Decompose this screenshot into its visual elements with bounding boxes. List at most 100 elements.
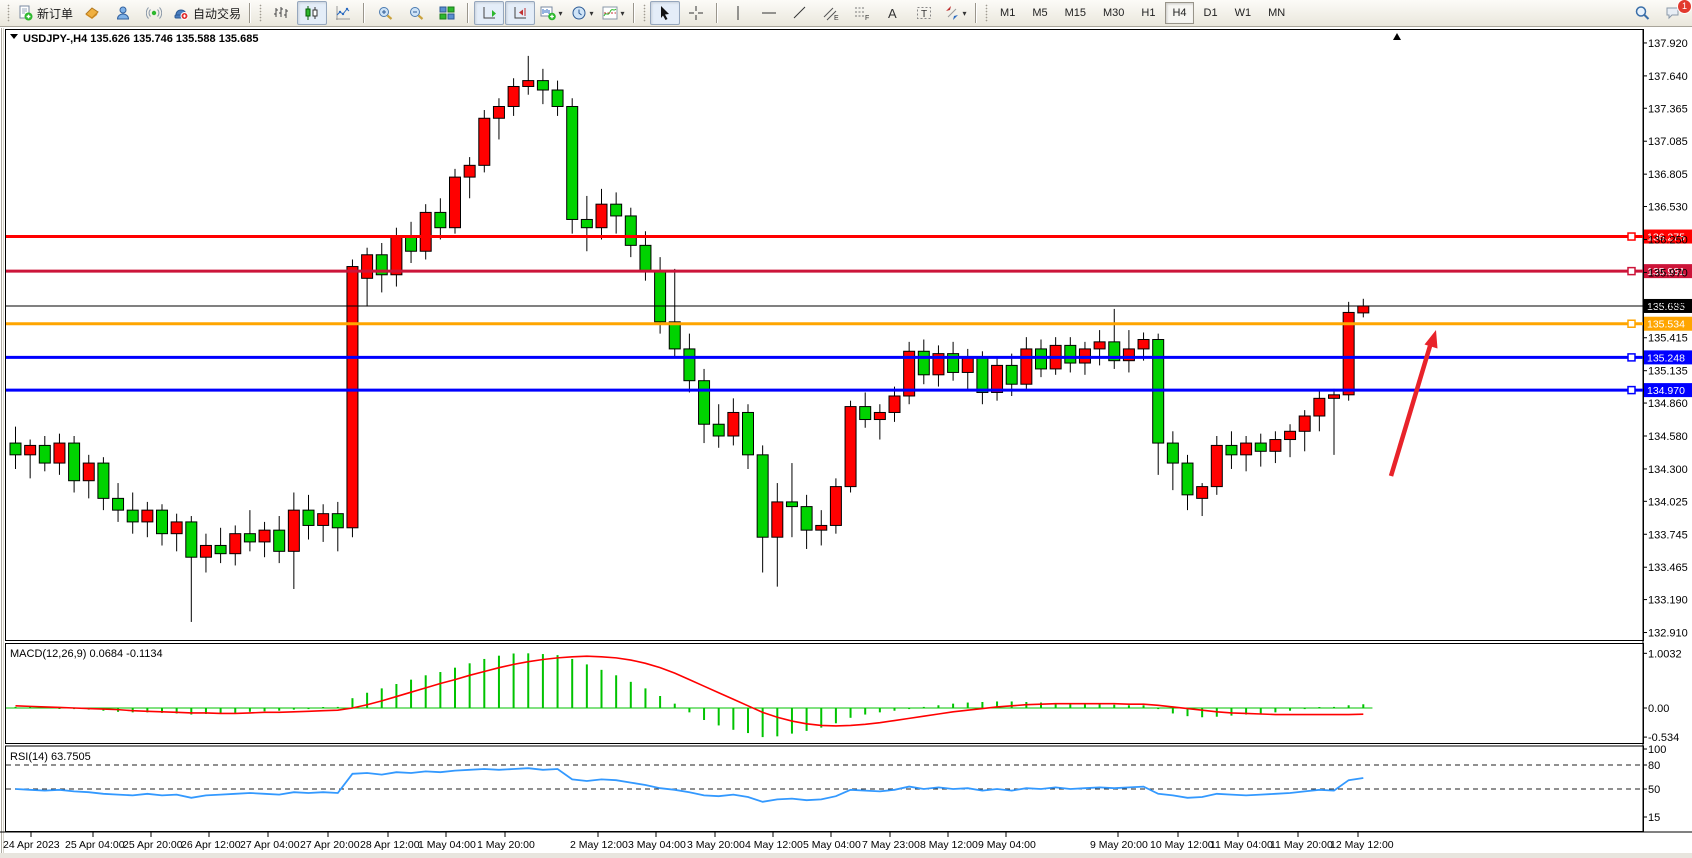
arrows-tool-button[interactable]: ▾ [940, 1, 970, 25]
toolbar-separator [975, 3, 978, 23]
textT-icon: T [916, 5, 932, 21]
timeframe-button-d1[interactable]: D1 [1203, 7, 1218, 19]
symbol-dropdown-icon[interactable] [10, 34, 18, 39]
trend-arrow-head[interactable] [1424, 330, 1438, 349]
profile-button[interactable] [108, 1, 138, 25]
dropdown-caret-icon[interactable]: ▾ [558, 8, 563, 18]
fibo-tool-button[interactable]: F [847, 1, 877, 25]
resistance-line-1-handle[interactable] [1627, 232, 1636, 241]
chart-plus-icon [540, 5, 556, 21]
new-order-button-label: 新订单 [37, 6, 74, 21]
time-axis-label: 25 Apr 20:00 [123, 839, 183, 851]
zoom-out-button[interactable] [401, 1, 431, 25]
search-button[interactable] [1627, 1, 1657, 25]
main-toolbar: 新订单 自动交易 ▾ ▾ ▾ E F A T ▾ M1 M5 M15 M30 H1 H4 D1 W1 MN 1 [0, 0, 1692, 27]
price-tick-label: 137.640 [1648, 71, 1688, 83]
orange-level-line-handle[interactable] [1627, 319, 1636, 328]
price-tick-label: 135.415 [1648, 333, 1688, 345]
chart-shift-button[interactable] [505, 1, 536, 25]
price-tick-label: 135.695 [1648, 300, 1688, 312]
dropdown-caret-icon[interactable]: ▾ [620, 8, 625, 18]
timeframe-button-h1[interactable]: H1 [1141, 7, 1156, 19]
signals-button[interactable] [139, 1, 169, 25]
time-axis-label: 26 Apr 12:00 [181, 839, 241, 851]
periods-button[interactable]: ▾ [567, 1, 597, 25]
timeframe-button-mn[interactable]: MN [1268, 7, 1286, 19]
toolbar-grip-handle[interactable] [985, 4, 989, 22]
svg-text:E: E [834, 15, 839, 21]
zoom-out-icon [408, 5, 424, 21]
price-tick-label: 135.135 [1648, 366, 1688, 378]
timeframe-button-m15[interactable]: M15 [1064, 7, 1086, 19]
search-icon [1634, 5, 1650, 21]
time-axis-label: 12 May 12:00 [1330, 839, 1394, 851]
toolbar-grip-handle[interactable] [259, 4, 263, 22]
line-chart-button[interactable] [328, 1, 358, 25]
price-tick-label: 134.580 [1648, 431, 1688, 443]
bar-chart-button[interactable] [266, 1, 296, 25]
timeframe-button-w1[interactable]: W1 [1234, 7, 1252, 19]
timeframe-button-h4[interactable]: H4 [1165, 2, 1194, 24]
chart-shift-marker-icon[interactable] [1393, 33, 1401, 40]
tile-windows-button[interactable] [432, 1, 462, 25]
time-axis-label: 27 Apr 04:00 [240, 839, 300, 851]
price-tick-label: 137.365 [1648, 103, 1688, 115]
price-tick-label: 136.250 [1648, 234, 1688, 246]
vline-button[interactable] [723, 1, 753, 25]
arrow-annotation[interactable] [1388, 330, 1438, 477]
time-axis-label: 5 May 04:00 [803, 839, 861, 851]
price-tick-label: 134.300 [1648, 464, 1688, 476]
rsi-tick-label: 100 [1648, 744, 1666, 756]
new-order-button[interactable]: 新订单 [14, 1, 76, 25]
dropdown-caret-icon[interactable]: ▾ [589, 8, 594, 18]
svg-text:135.685: 135.685 [1647, 301, 1685, 313]
autotrading-button[interactable]: 自动交易 [170, 1, 244, 25]
svg-text:135.981: 135.981 [1647, 266, 1685, 278]
linechart-icon [335, 5, 351, 21]
horizontal-line-objects[interactable]: 136.275 135.981 135.685 135.534 135.248 134.9… [6, 229, 1692, 398]
toolbar-grip-handle[interactable] [643, 4, 647, 22]
time-axis-label: 11 May 04:00 [1210, 839, 1273, 851]
autotrading-button-label: 自动交易 [193, 6, 242, 21]
notification-badge: 1 [1677, 0, 1692, 14]
time-axis-label: 2 May 12:00 [570, 839, 628, 851]
indicators-button[interactable]: ▾ [598, 1, 628, 25]
chart-frame [0, 28, 1692, 858]
vline-icon [730, 5, 746, 21]
price-tick-label: 133.465 [1648, 562, 1688, 574]
notifications-button[interactable]: 1 [1658, 0, 1692, 25]
time-axis-label: 4 May 12:00 [745, 839, 803, 851]
orange-level-line-price-badge [1644, 316, 1692, 331]
hline-button[interactable] [754, 1, 784, 25]
indicators-icon [602, 5, 618, 21]
time-axis-label: 27 Apr 20:00 [300, 839, 360, 851]
cursor-button[interactable] [650, 1, 681, 25]
support-line-1-handle[interactable] [1627, 353, 1636, 362]
candle-chart-button[interactable] [297, 1, 328, 25]
support-line-2-handle[interactable] [1627, 385, 1636, 395]
svg-text:F: F [865, 15, 869, 21]
dropdown-caret-icon[interactable]: ▾ [962, 8, 967, 18]
hline-icon [761, 5, 777, 21]
trend-arrow-line[interactable] [1388, 345, 1433, 477]
tickets-button[interactable] [77, 1, 107, 25]
chart-window[interactable]: 136.275 135.981 135.685 135.534 135.248 134.9… [0, 27, 1692, 858]
timeframe-button-m5[interactable]: M5 [1032, 7, 1048, 19]
zoom-in-button[interactable] [370, 1, 400, 25]
toolbar-grip-handle[interactable] [7, 4, 10, 22]
channel-tool-button[interactable]: E [816, 1, 846, 25]
time-axis-label: 9 May 20:00 [1090, 839, 1148, 851]
time-axis-label: 25 Apr 04:00 [65, 839, 125, 851]
timeframe-button-m1[interactable]: M1 [1000, 7, 1016, 19]
trendline-button[interactable] [785, 1, 815, 25]
label-tool-button[interactable]: T [909, 1, 939, 25]
timeframe-button-m30[interactable]: M30 [1103, 7, 1125, 19]
price-axis[interactable]: 137.920 137.640 137.365 137.085 136.805 136.5… [1643, 38, 1688, 640]
text-tool-button[interactable]: A [878, 1, 908, 25]
crosshair-button[interactable] [681, 1, 711, 25]
price-tick-label: 136.530 [1648, 202, 1688, 214]
resistance-line-2-handle[interactable] [1627, 266, 1636, 276]
new-chart-button[interactable]: ▾ [536, 1, 566, 25]
auto-scroll-button[interactable] [474, 1, 505, 25]
